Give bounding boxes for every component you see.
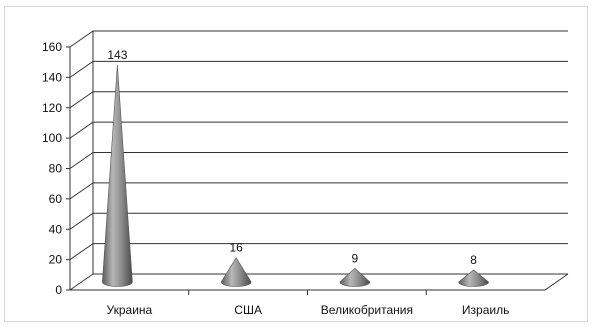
data-label: 16 xyxy=(229,241,243,255)
cone-body xyxy=(458,269,489,287)
x-axis-categories: Украина США Великобритания Израиль xyxy=(107,303,510,317)
gridline-diagonal xyxy=(69,182,94,200)
y-tick-label: 20 xyxy=(49,253,63,267)
data-label: 143 xyxy=(107,48,127,62)
data-label: 9 xyxy=(352,251,359,265)
data-labels: 143 16 9 8 xyxy=(107,48,477,267)
gridlines xyxy=(69,30,568,291)
axes xyxy=(69,31,569,295)
gridline-diagonal xyxy=(69,60,94,78)
gridline-diagonal xyxy=(69,273,94,291)
y-tick-label: 120 xyxy=(42,101,62,115)
x-category-label: Великобритания xyxy=(321,303,413,317)
data-label: 8 xyxy=(470,253,477,267)
cone-bar xyxy=(220,257,252,287)
x-category-label: США xyxy=(234,303,262,317)
y-tick-label: 80 xyxy=(49,162,63,176)
gridline-diagonal xyxy=(69,152,94,169)
y-tick-label: 160 xyxy=(42,40,62,54)
gridline-diagonal xyxy=(69,243,94,261)
gridline-diagonal xyxy=(69,212,94,230)
cone-body xyxy=(102,64,133,287)
cone-body xyxy=(339,267,371,287)
floor-edge xyxy=(70,273,569,291)
cone-bar xyxy=(102,64,133,287)
y-tick-label: 100 xyxy=(42,131,62,145)
gridline-diagonal xyxy=(69,91,94,109)
y-tick-label: 140 xyxy=(42,70,62,84)
cone-bar xyxy=(339,267,371,287)
cones xyxy=(102,64,489,287)
x-category-label: Украина xyxy=(107,303,153,317)
y-tick-label: 0 xyxy=(55,283,62,297)
gridline-diagonal xyxy=(69,30,94,48)
chart-frame xyxy=(4,6,588,322)
cone-body xyxy=(220,257,252,287)
x-category-label: Израиль xyxy=(462,303,509,317)
gridline-diagonal xyxy=(69,121,94,139)
cone-bar xyxy=(458,269,489,287)
y-axis-ticks: 0 20 40 60 80 100 120 140 160 xyxy=(42,40,70,297)
y-tick-label: 40 xyxy=(49,222,63,236)
y-tick-label: 60 xyxy=(49,192,63,206)
